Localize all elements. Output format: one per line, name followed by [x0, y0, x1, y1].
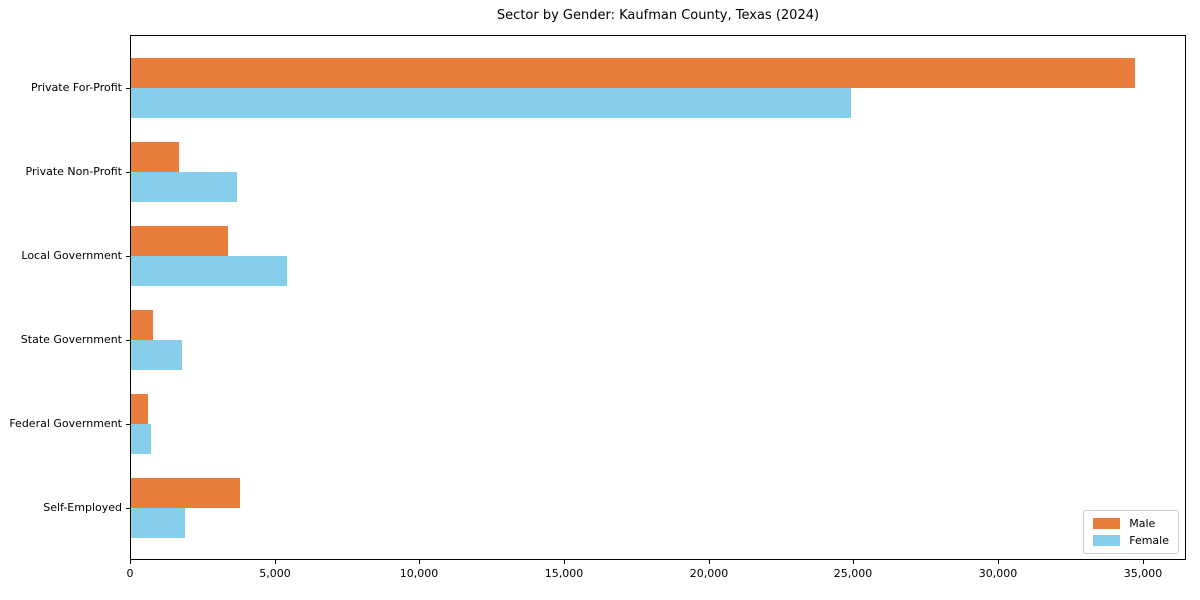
bar-female-private-for-profit	[131, 88, 851, 118]
bar-male-private-non-profit	[131, 142, 179, 172]
y-tick-mark	[126, 172, 130, 173]
x-tick-mark	[564, 560, 565, 564]
y-tick-label-state-government: State Government	[20, 333, 122, 346]
x-tick-mark	[419, 560, 420, 564]
bar-female-state-government	[131, 340, 182, 370]
bar-male-federal-government	[131, 394, 148, 424]
bar-male-private-for-profit	[131, 58, 1135, 88]
x-tick-label: 35,000	[1123, 567, 1163, 580]
y-tick-mark	[126, 424, 130, 425]
x-tick-label: 30,000	[978, 567, 1018, 580]
x-tick-mark	[130, 560, 131, 564]
x-tick-label: 5,000	[259, 567, 291, 580]
y-tick-mark	[126, 88, 130, 89]
bar-male-self-employed	[131, 478, 240, 508]
x-tick-label: 10,000	[399, 567, 439, 580]
bar-female-local-government	[131, 256, 287, 286]
legend-swatch-female	[1093, 535, 1121, 546]
x-tick-label: 0	[126, 567, 134, 580]
bar-female-self-employed	[131, 508, 185, 538]
legend-swatch-male	[1093, 518, 1121, 529]
bar-female-federal-government	[131, 424, 151, 454]
x-tick-mark	[853, 560, 854, 564]
y-tick-label-self-employed: Self-Employed	[43, 501, 122, 514]
legend-item-male: Male	[1093, 518, 1169, 529]
x-tick-label: 25,000	[833, 567, 873, 580]
x-tick-mark	[998, 560, 999, 564]
y-tick-mark	[126, 256, 130, 257]
bar-female-private-non-profit	[131, 172, 237, 202]
y-tick-mark	[126, 340, 130, 341]
legend-label-male: Male	[1129, 517, 1156, 530]
legend: Male Female	[1083, 510, 1179, 554]
y-tick-label-federal-government: Federal Government	[9, 417, 122, 430]
x-tick-mark	[1143, 560, 1144, 564]
bar-male-local-government	[131, 226, 228, 256]
x-tick-label: 20,000	[689, 567, 729, 580]
x-tick-label: 15,000	[544, 567, 584, 580]
y-tick-label-private-non-profit: Private Non-Profit	[25, 165, 122, 178]
x-tick-mark	[709, 560, 710, 564]
y-tick-mark	[126, 508, 130, 509]
bar-male-state-government	[131, 310, 153, 340]
y-tick-label-private-for-profit: Private For-Profit	[31, 81, 122, 94]
x-tick-mark	[275, 560, 276, 564]
plot-area	[130, 35, 1186, 560]
y-tick-label-local-government: Local Government	[21, 249, 122, 262]
legend-item-female: Female	[1093, 535, 1169, 546]
legend-label-female: Female	[1129, 534, 1169, 547]
chart-title: Sector by Gender: Kaufman County, Texas …	[496, 8, 820, 23]
